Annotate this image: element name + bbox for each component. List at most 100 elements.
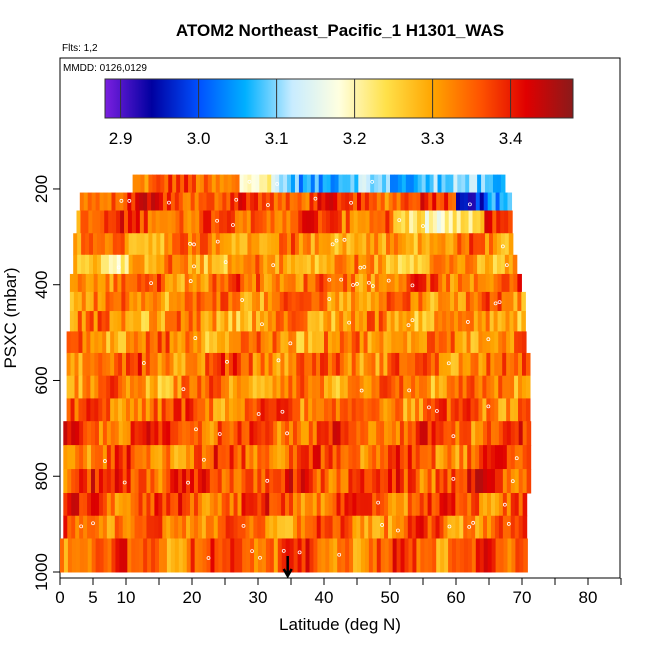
heatmap-cell [367, 331, 373, 354]
heatmap-cell [133, 273, 138, 293]
heatmap-cell [405, 174, 411, 194]
heatmap-cell [491, 192, 497, 212]
heatmap-cell [77, 254, 82, 275]
heatmap-cell [451, 492, 456, 517]
heatmap-cell [281, 492, 286, 517]
heatmap-cell [447, 445, 452, 470]
heatmap-cell [259, 254, 264, 275]
heatmap-cell [465, 233, 470, 256]
heatmap-cell [489, 233, 494, 256]
heatmap-cell [467, 445, 472, 470]
heatmap-cell [110, 352, 115, 377]
heatmap-cell [229, 421, 235, 446]
heatmap-cell [356, 421, 361, 446]
heatmap-cell [124, 210, 129, 234]
heatmap-cell [450, 398, 456, 422]
heatmap-cell [201, 421, 207, 446]
heatmap-cell [103, 192, 109, 212]
heatmap-cell [358, 174, 363, 194]
heatmap-cell [300, 515, 306, 539]
x-tick-label: 50 [381, 588, 400, 607]
heatmap-cell [519, 538, 524, 573]
heatmap-cell [263, 174, 268, 194]
heatmap-cell [139, 210, 145, 234]
heatmap-cell [499, 538, 505, 573]
heatmap-cell [365, 210, 371, 234]
sample-point [500, 244, 505, 249]
heatmap-cell [358, 273, 364, 293]
heatmap-cell [374, 291, 380, 312]
heatmap-cell [106, 492, 112, 517]
heatmap-cell [182, 538, 188, 573]
heatmap-cell [431, 445, 437, 470]
heatmap-cell [291, 273, 297, 293]
y-tick-label: 600 [32, 366, 51, 394]
heatmap-cell [219, 254, 225, 275]
heatmap-cell [452, 538, 457, 573]
heatmap-cell [270, 210, 276, 234]
heatmap-cell [102, 375, 107, 399]
heatmap-cell [149, 273, 154, 293]
heatmap-cell [106, 352, 111, 377]
heatmap-cell [87, 445, 92, 470]
heatmap-cell [351, 352, 357, 377]
heatmap-cell [195, 254, 201, 275]
heatmap-cell [292, 469, 298, 494]
heatmap-cell [358, 254, 363, 275]
heatmap-cell [339, 331, 345, 354]
heatmap-cell [364, 492, 369, 517]
heatmap-cell [487, 421, 492, 446]
heatmap-cell [316, 398, 321, 422]
heatmap-cell [453, 254, 458, 275]
heatmap-cell [153, 311, 158, 332]
heatmap-cell [369, 210, 375, 234]
heatmap-cell [170, 421, 175, 446]
heatmap-cell [161, 398, 167, 422]
heatmap-cell [201, 375, 206, 399]
x-tick-label: 30 [249, 588, 268, 607]
heatmap-cell [502, 352, 507, 377]
heatmap-cell [141, 291, 146, 312]
sample-point [514, 456, 519, 461]
heatmap-cell [208, 291, 214, 312]
heatmap-cell [208, 273, 214, 293]
heatmap-cell [455, 492, 460, 517]
heatmap-cell [401, 210, 406, 234]
heatmap-cell [296, 515, 302, 539]
heatmap-cell [162, 538, 168, 573]
sample-point [167, 200, 171, 205]
sample-point [266, 203, 270, 207]
heatmap-cell [483, 469, 488, 494]
heatmap-cell [384, 492, 389, 517]
heatmap-cell [246, 538, 251, 573]
heatmap-cell [423, 445, 429, 470]
heatmap-cell [481, 233, 486, 256]
heatmap-cell [518, 352, 523, 377]
heatmap-cell [257, 445, 262, 470]
heatmap-cell [127, 538, 132, 573]
heatmap-cell [137, 375, 143, 399]
heatmap-cell [391, 469, 397, 494]
heatmap-cell [254, 210, 260, 234]
heatmap-cell [327, 311, 332, 332]
sample-point [486, 404, 491, 409]
heatmap-cell [494, 421, 500, 446]
heatmap-cell [324, 421, 330, 446]
heatmap-cell [428, 538, 433, 573]
heatmap-cell [425, 254, 431, 275]
heatmap-cell [152, 174, 157, 194]
heatmap-cell [279, 273, 285, 293]
heatmap-cell [206, 538, 212, 573]
heatmap-cell [261, 192, 267, 212]
heatmap-cell [465, 174, 470, 194]
heatmap-cell [317, 192, 322, 212]
heatmap-cell [232, 375, 238, 399]
heatmap-cell [226, 538, 231, 573]
heatmap-cell [326, 254, 332, 275]
heatmap-cell [360, 538, 366, 573]
heatmap-cell [215, 174, 221, 194]
heatmap-cell [399, 398, 404, 422]
heatmap-cell [431, 492, 437, 517]
heatmap-cell [200, 291, 206, 312]
heatmap-cell [182, 192, 188, 212]
